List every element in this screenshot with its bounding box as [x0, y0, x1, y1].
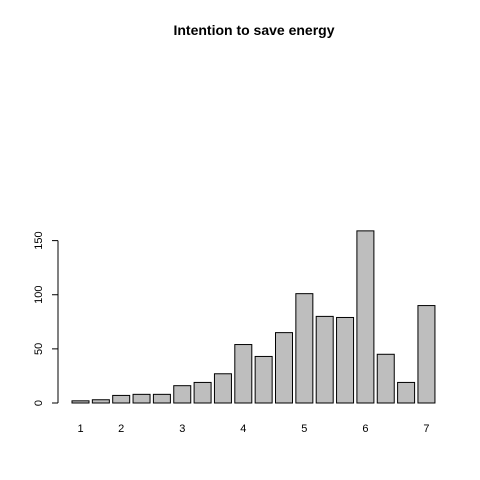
bar-5 [153, 394, 170, 403]
y-tick-label: 0 [33, 400, 45, 406]
y-tick-label: 50 [33, 343, 45, 355]
y-axis: 0 50 100 150 [33, 231, 58, 406]
bar-7 [194, 382, 211, 403]
bar-17 [398, 382, 415, 403]
chart-title: Intention to save energy [173, 22, 334, 38]
bar-13 [316, 316, 333, 403]
bar-18 [418, 306, 435, 403]
bar-14 [337, 317, 354, 403]
bar-1 [72, 401, 89, 403]
bar-4 [133, 394, 150, 403]
x-tick-label: 7 [423, 423, 429, 435]
y-tick-label: 100 [33, 286, 45, 304]
bar-15 [357, 231, 374, 403]
bar-12 [296, 294, 313, 403]
bar-9 [235, 345, 252, 403]
bar-10 [255, 356, 272, 403]
bar-2 [92, 400, 109, 403]
bars-group [72, 231, 435, 403]
x-tick-label: 5 [301, 423, 307, 435]
bar-16 [377, 354, 394, 403]
x-tick-label: 6 [362, 423, 368, 435]
x-tick-label: 1 [77, 423, 83, 435]
bar-8 [214, 374, 231, 403]
y-tick-label: 150 [33, 231, 45, 249]
x-tick-label: 4 [240, 423, 246, 435]
x-tick-labels: 1 2 3 4 5 6 7 [77, 423, 429, 435]
bar-3 [113, 395, 130, 403]
bar-11 [276, 333, 293, 403]
bar-6 [174, 386, 191, 403]
x-tick-label: 2 [118, 423, 124, 435]
x-tick-label: 3 [179, 423, 185, 435]
